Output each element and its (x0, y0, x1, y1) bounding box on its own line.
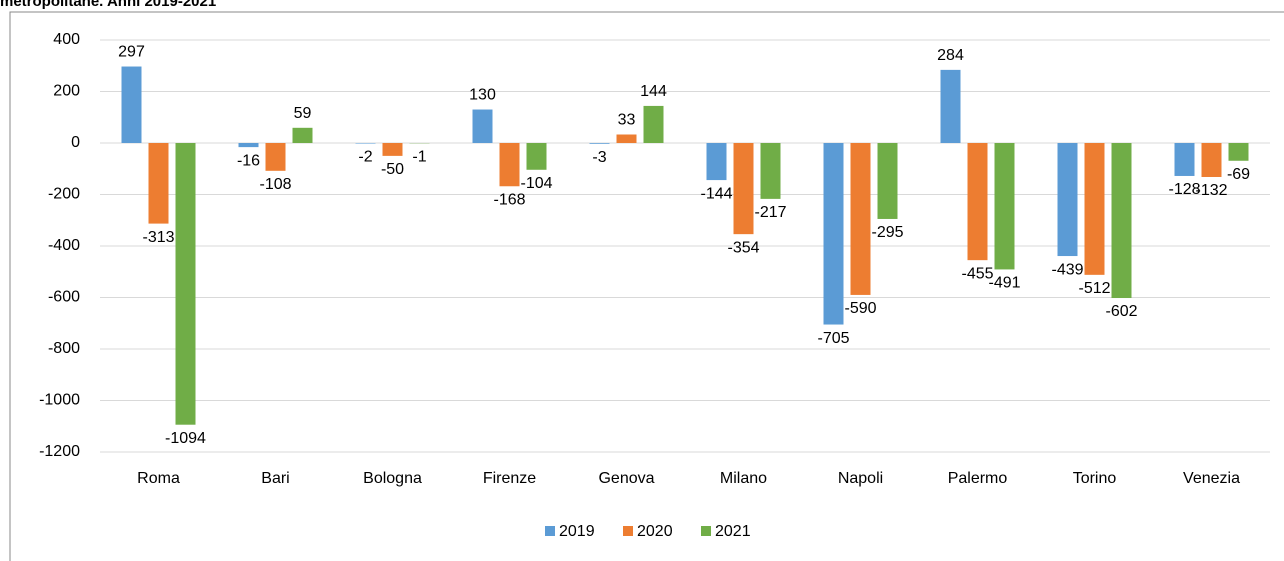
data-label: -2 (358, 149, 372, 166)
bar (382, 143, 403, 156)
data-label: -455 (961, 265, 993, 282)
legend-swatch (545, 526, 555, 536)
data-label: -590 (844, 300, 876, 317)
y-tick-label: -1200 (39, 443, 80, 460)
bar (1201, 143, 1222, 177)
x-tick-label: Milano (720, 470, 767, 487)
y-tick-label: -200 (48, 186, 80, 203)
data-label: -3 (592, 149, 606, 166)
data-label: 33 (618, 112, 636, 129)
x-tick-label: Napoli (838, 470, 883, 487)
bar (355, 143, 376, 144)
data-label: -439 (1051, 261, 1083, 278)
data-label: -602 (1105, 303, 1137, 320)
data-label: -50 (381, 161, 404, 178)
y-tick-label: 0 (71, 134, 80, 151)
bar (1057, 143, 1078, 257)
bar (1084, 143, 1105, 275)
data-label: -104 (520, 175, 552, 192)
bar (589, 143, 610, 144)
bar (499, 143, 520, 187)
data-label: -128 (1168, 181, 1200, 198)
legend-label: 2019 (559, 523, 595, 540)
bar (1111, 143, 1132, 299)
bar (265, 143, 286, 171)
bar (967, 143, 988, 261)
legend-swatch (623, 526, 633, 536)
data-label: -1 (412, 148, 426, 165)
x-tick-label: Palermo (948, 470, 1008, 487)
chart-title: metropolitane. Anni 2019-2021 (0, 0, 216, 10)
bar (823, 143, 844, 325)
x-tick-label: Torino (1073, 470, 1117, 487)
bar (292, 127, 313, 143)
x-tick-label: Venezia (1183, 470, 1240, 487)
data-label: -132 (1195, 182, 1227, 199)
x-tick-label: Bologna (363, 470, 422, 487)
y-tick-label: 400 (53, 31, 80, 48)
y-tick-label: 200 (53, 83, 80, 100)
data-label: -1094 (165, 430, 206, 447)
legend-label: 2020 (637, 523, 673, 540)
data-label: -512 (1078, 280, 1110, 297)
bar (1228, 143, 1249, 161)
bar (643, 105, 664, 143)
x-tick-label: Genova (598, 470, 654, 487)
bar (121, 66, 142, 143)
data-label: -108 (259, 176, 291, 193)
chart-frame (9, 11, 1284, 561)
data-label: -144 (700, 185, 732, 202)
data-label: -705 (817, 330, 849, 347)
bar (238, 143, 259, 148)
legend-swatch (701, 526, 711, 536)
bar (760, 143, 781, 199)
y-tick-label: -1000 (39, 392, 80, 409)
data-label: -354 (727, 239, 759, 256)
legend-label: 2021 (715, 523, 751, 540)
data-label: 59 (294, 105, 312, 122)
data-label: -491 (988, 275, 1020, 292)
bar (877, 143, 898, 219)
x-tick-label: Bari (261, 470, 289, 487)
data-label: -16 (237, 152, 260, 169)
data-label: 144 (640, 83, 667, 100)
bar (472, 109, 493, 143)
y-tick-label: -400 (48, 237, 80, 254)
bar (850, 143, 871, 295)
x-tick-label: Roma (137, 470, 180, 487)
x-tick-label: Firenze (483, 470, 536, 487)
bar (994, 143, 1015, 270)
y-tick-label: -800 (48, 340, 80, 357)
data-label: -313 (142, 229, 174, 246)
y-tick-label: -600 (48, 289, 80, 306)
bar (175, 143, 196, 425)
bar (148, 143, 169, 224)
bar (526, 143, 547, 170)
data-label: 284 (937, 47, 964, 64)
data-label: -295 (871, 224, 903, 241)
bar (1174, 143, 1195, 176)
bar (706, 143, 727, 181)
data-label: 297 (118, 44, 145, 61)
data-label: 130 (469, 87, 496, 104)
data-label: -217 (754, 204, 786, 221)
data-label: -168 (493, 191, 525, 208)
bar (940, 69, 961, 143)
data-label: -69 (1227, 166, 1250, 183)
bar (616, 134, 637, 143)
bar (733, 143, 754, 235)
